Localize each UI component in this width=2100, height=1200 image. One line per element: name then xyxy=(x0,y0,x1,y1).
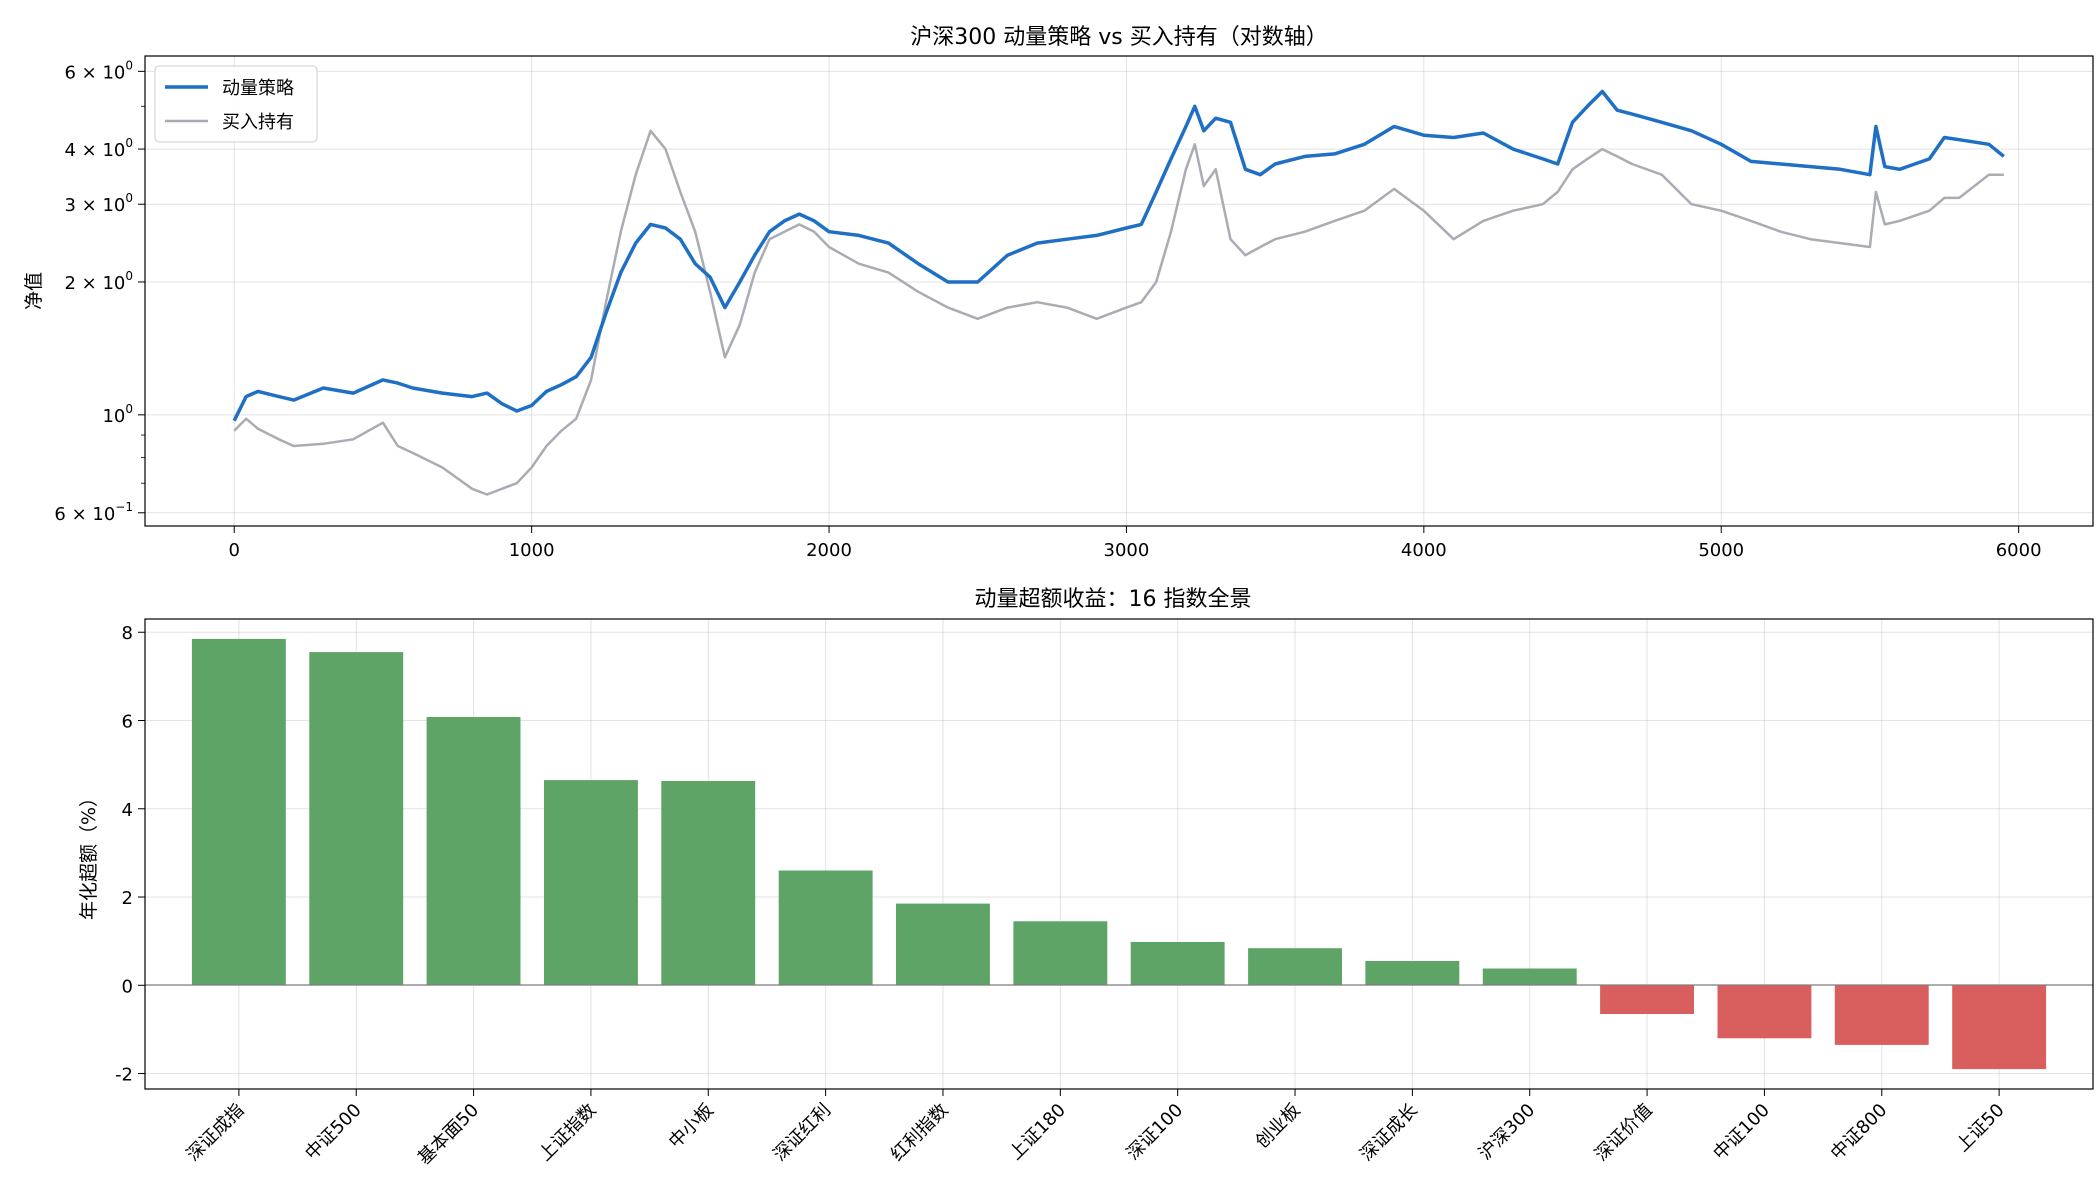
line-chart-y-tick-label: 6 × 100 xyxy=(64,58,133,83)
bar-3 xyxy=(426,717,521,986)
bar-2 xyxy=(309,652,404,986)
line-chart-y-tick-label: 4 × 100 xyxy=(64,136,133,161)
bar-chart-y-tick-label: 2 xyxy=(122,888,133,909)
line-chart-x-tick-label: 1000 xyxy=(509,540,555,561)
bar-chart-axes-frame xyxy=(144,618,2094,1090)
line-chart-x-tick-label: 6000 xyxy=(1996,540,2042,561)
bar-4 xyxy=(544,780,638,986)
bar-1 xyxy=(191,638,286,986)
bar-10 xyxy=(1248,948,1342,986)
line-chart-x-ticks: 0 1000 2000 3000 4000 5000 6000 xyxy=(228,526,2042,561)
line-chart-legend: 动量策略 买入持有 xyxy=(154,65,318,143)
line-chart-y-axis-label: 净值 xyxy=(23,272,45,310)
bar-chart-y-tick-label: 4 xyxy=(122,800,133,821)
bar-chart-title: 动量超额收益：16 指数全景 xyxy=(975,587,1252,612)
line-chart-x-tick-label: 4000 xyxy=(1401,540,1447,561)
line-chart-panel: 沪深300 动量策略 vs 买入持有（对数轴） 0 1000 2000 3000 400… xyxy=(23,25,2094,561)
series-line-momentum xyxy=(232,89,2005,422)
line-chart-y-tick-label: 6 × 10−1 xyxy=(54,500,133,525)
line-chart-y-tick-label: 100 xyxy=(102,402,133,427)
series-line-buy-hold xyxy=(233,129,2004,496)
bar-chart-y-tick-label: -2 xyxy=(115,1065,133,1086)
bar-15 xyxy=(1834,985,1929,1045)
legend-label-buy-hold: 买入持有 xyxy=(222,112,294,133)
line-chart-x-tick-label: 3000 xyxy=(1104,540,1150,561)
line-chart-axes-frame xyxy=(144,55,2094,527)
bar-7 xyxy=(896,903,990,986)
line-chart-x-tick-label: 0 xyxy=(228,540,239,561)
bar-11 xyxy=(1365,961,1460,986)
legend-frame xyxy=(154,65,318,143)
bar-chart-y-tick-label: 8 xyxy=(122,623,133,644)
bar-chart-y-ticks: -2 0 2 4 6 8 xyxy=(115,623,145,1086)
bar-13 xyxy=(1600,985,1694,1014)
line-chart-x-tick-label: 2000 xyxy=(806,540,852,561)
bar-8 xyxy=(1013,921,1108,986)
line-chart-y-ticks: 6 × 10−1 100 2 × 100 3 × 100 4 × 100 6 × 100 xyxy=(54,58,145,525)
line-chart-title: 沪深300 动量策略 vs 买入持有（对数轴） xyxy=(910,25,1327,50)
line-chart-y-tick-label: 3 × 100 xyxy=(64,191,133,216)
bar-6 xyxy=(778,870,873,986)
bar-chart-y-tick-label: 0 xyxy=(122,976,133,997)
bar-12 xyxy=(1482,968,1577,986)
bar-5 xyxy=(661,781,756,986)
bar-chart-y-tick-label: 6 xyxy=(122,712,133,733)
line-chart-x-tick-label: 5000 xyxy=(1698,540,1744,561)
bar-16 xyxy=(1952,985,2047,1070)
bar-14 xyxy=(1717,985,1812,1039)
legend-label-momentum: 动量策略 xyxy=(222,78,294,99)
bar-chart-y-axis-label: 年化超额（%） xyxy=(78,788,100,920)
bar-chart-bars xyxy=(191,638,2047,1070)
line-chart-y-tick-label: 2 × 100 xyxy=(64,269,133,294)
line-chart-series xyxy=(232,89,2005,496)
bar-9 xyxy=(1130,942,1225,986)
